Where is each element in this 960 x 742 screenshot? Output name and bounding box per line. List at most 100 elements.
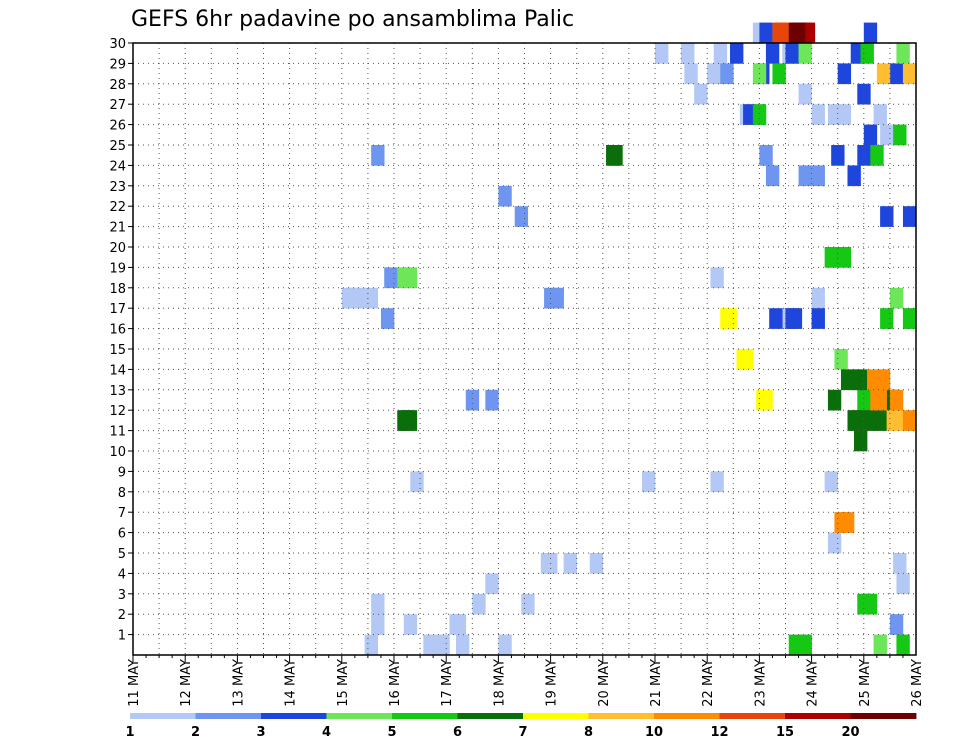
cell-1-0 [364,634,378,656]
legend-label-4: 4 [322,725,331,740]
cell-1-61 [811,104,825,125]
cell-5-34 [863,593,878,615]
y-tick-label-25: 25 [109,139,126,154]
cell-5-13 [860,43,874,64]
legend-label-3: 3 [256,725,265,740]
cell-8-2 [876,63,891,85]
cell-5-6 [824,247,838,268]
cell-1-6 [452,614,467,635]
cell-1-8 [498,634,512,656]
cell-2-6 [465,389,480,411]
cell-4-29 [873,634,887,656]
cell-1-3 [423,634,437,656]
x-tick-label-8: 19 MAY [545,659,560,707]
cell-5-35 [896,634,910,656]
cell-3-37 [880,206,894,227]
cell-2-59 [889,614,904,635]
cell-1-51 [684,63,698,85]
cell-1-91 [710,267,724,289]
cell-1-53 [707,63,721,85]
cell-1-55 [713,43,728,64]
cell-3-14 [889,63,904,85]
cell-4-2 [403,267,418,289]
cell-2-12 [798,165,812,187]
cell-10-31 [889,389,904,411]
cell-2-8 [550,287,564,309]
legend-swatch-6 [523,713,589,719]
cell-1-19 [710,471,724,493]
y-tick-label-7: 7 [118,506,126,521]
cell-1-63 [837,104,852,125]
y-tick-label-18: 18 [109,282,126,297]
cell-6-12 [854,369,868,391]
y-tick-label-11: 11 [109,425,126,440]
cell-8-3 [902,63,917,85]
cell-6-2 [403,410,418,431]
grid-lines [133,42,916,655]
y-tick-label-8: 8 [118,486,126,501]
cell-1-18 [641,471,656,493]
cell-1-21 [827,532,842,554]
cell-6-46 [863,410,878,431]
cell-3-2 [765,43,780,64]
y-axis-ticks: 1234567891011121314151617181920212223242… [109,37,133,644]
y-tick-label-12: 12 [109,404,126,419]
legend-swatch-11 [850,713,917,719]
cell-2-9 [720,63,734,85]
y-tick-label-19: 19 [109,261,126,276]
legend-swatch-2 [261,713,327,719]
cell-1-16 [472,593,486,615]
legend-label-8: 8 [584,725,593,740]
y-tick-label-1: 1 [118,629,126,644]
cell-1-56 [681,43,695,64]
cell-1-89 [880,124,894,146]
cell-6-45 [847,410,861,431]
cell-3-0 [730,43,744,64]
legend-label-12: 12 [710,725,728,740]
legend-label-10: 10 [645,725,663,740]
chart-title: GEFS 6hr padavine po ansamblima Palic [131,7,574,32]
y-tick-label-16: 16 [109,323,126,338]
cell-2-3 [485,389,499,411]
cell-6-14 [854,430,868,452]
cell-7-1 [723,308,737,329]
cell-10-23 [840,512,855,533]
cell-1-11 [563,553,577,574]
cell-1-49 [364,287,378,309]
cell-2-5 [514,206,529,227]
x-tick-label-4: 15 MAY [336,659,351,707]
cell-4-5 [896,43,910,64]
legend-label-5: 5 [387,725,396,740]
cell-3-38 [902,206,917,227]
cell-3-8 [863,124,878,146]
cell-2-11 [765,165,780,187]
cell-2-0 [371,145,385,166]
cell-3-44 [811,308,825,329]
y-tick-label-24: 24 [109,159,126,174]
cell-20-7 [792,22,806,44]
cell-5-1 [772,63,786,85]
cell-2-13 [811,165,825,187]
cell-5-2 [893,124,907,146]
y-tick-label-3: 3 [118,588,126,603]
y-tick-label-5: 5 [118,547,126,562]
legend-label-2: 2 [191,725,200,740]
x-tick-label-0: 11 MAY [127,659,142,707]
color-legend: 1 2 3 4 5 6 7 8 10 12 15 20 [125,713,917,740]
cell-5-7 [837,247,852,268]
cell-4-27 [889,287,904,309]
cell-1-2 [403,614,418,635]
cell-2-4 [498,185,512,207]
y-tick-label-14: 14 [109,363,126,378]
cell-5-31 [798,634,812,656]
y-tick-label-10: 10 [109,445,126,460]
y-tick-label-9: 9 [118,465,126,480]
cell-2-1 [384,267,398,289]
y-tick-label-2: 2 [118,608,126,623]
cell-10-32 [902,410,917,431]
x-tick-label-14: 25 MAY [858,659,873,707]
cell-4-4 [798,43,812,64]
cell-1-17 [410,471,424,493]
y-tick-label-4: 4 [118,567,126,582]
x-tick-label-11: 22 MAY [701,659,716,707]
